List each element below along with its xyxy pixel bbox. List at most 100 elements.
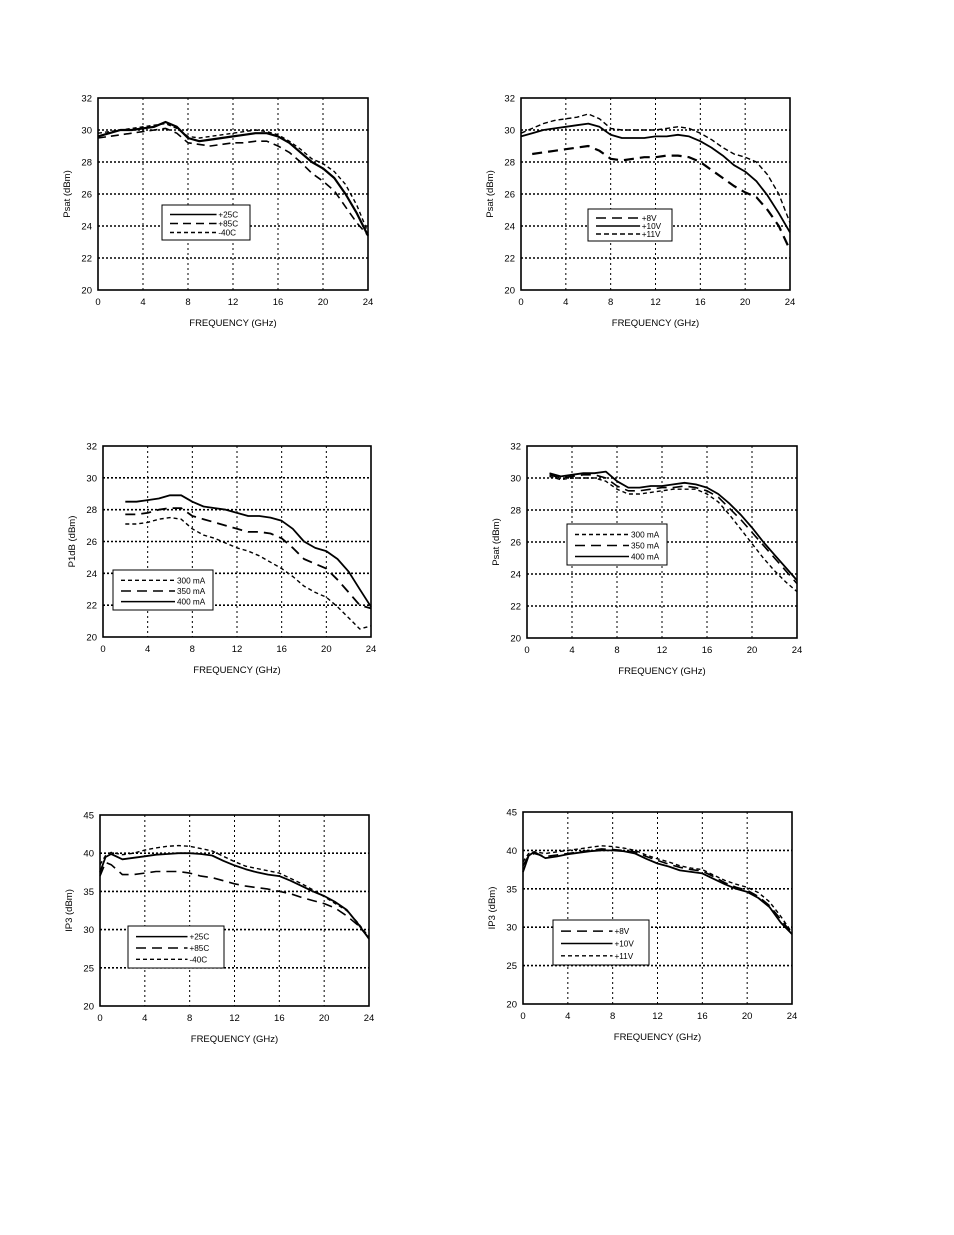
y-tick-label: 32: [81, 94, 92, 105]
series-line-11v: [522, 845, 793, 933]
y-tick-label: 20: [86, 633, 97, 644]
x-tick-label: 8: [187, 1013, 192, 1024]
x-tick-label: 16: [697, 1011, 708, 1022]
x-tick-label: 24: [364, 1013, 375, 1024]
x-tick-label: 12: [228, 297, 239, 308]
series-line-40c: [99, 844, 370, 938]
x-tick-label: 20: [742, 1011, 753, 1022]
x-tick-label: 12: [229, 1013, 240, 1024]
x-tick-label: 20: [318, 297, 329, 308]
x-tick-label: 8: [614, 645, 619, 656]
legend-box: [566, 523, 668, 566]
y-tick-label: 24: [504, 222, 515, 233]
x-tick-label: 16: [276, 644, 287, 655]
y-tick-label: 20: [506, 1000, 517, 1011]
series-line-400ma: [125, 494, 372, 608]
x-tick-label: 16: [274, 1013, 285, 1024]
y-tick-label: 20: [83, 1002, 94, 1013]
y-tick-label: 32: [510, 442, 521, 453]
legend-box: [112, 569, 214, 611]
x-axis-label: FREQUENCY (GHz): [612, 318, 699, 329]
x-tick-label: 4: [569, 645, 574, 656]
legend-box: [127, 925, 225, 969]
y-tick-label: 32: [86, 442, 97, 453]
series-line-350ma: [549, 473, 798, 585]
y-tick-label: 22: [81, 254, 92, 265]
x-tick-label: 4: [145, 644, 150, 655]
legend-label: +8V: [614, 927, 629, 936]
y-tick-label: 28: [510, 506, 521, 517]
legend-label: -40C: [218, 229, 236, 238]
x-tick-label: 8: [608, 297, 613, 308]
x-axis-label: FREQUENCY (GHz): [618, 666, 705, 677]
series-line-10v: [520, 122, 791, 233]
y-axis-label: Psat (dBm): [491, 518, 502, 566]
y-tick-label: 24: [86, 569, 97, 580]
x-tick-label: 24: [363, 297, 374, 308]
x-tick-label: 4: [565, 1011, 570, 1022]
plot-frame: [99, 814, 370, 1007]
x-tick-label: 8: [610, 1011, 615, 1022]
x-axis-label: FREQUENCY (GHz): [189, 318, 276, 329]
y-tick-label: 24: [510, 570, 521, 581]
y-tick-label: 35: [506, 884, 517, 895]
x-axis-label: FREQUENCY (GHz): [614, 1032, 701, 1043]
legend-label: 350 mA: [631, 542, 660, 551]
y-tick-label: 22: [510, 602, 521, 613]
series-line-40c: [97, 122, 369, 233]
legend-box: [587, 208, 673, 242]
y-tick-label: 30: [504, 126, 515, 137]
plot-frame: [102, 445, 372, 638]
series-line-85c: [99, 861, 370, 939]
legend-label: 400 mA: [631, 553, 660, 562]
y-tick-label: 26: [81, 190, 92, 201]
x-tick-label: 16: [273, 297, 284, 308]
series-line-350ma: [125, 507, 372, 610]
x-tick-label: 0: [97, 1013, 102, 1024]
x-axis-label: FREQUENCY (GHz): [191, 1034, 278, 1045]
y-tick-label: 30: [83, 925, 94, 936]
x-tick-label: 20: [321, 644, 332, 655]
legend-label: +25C: [218, 211, 238, 220]
y-tick-label: 40: [506, 846, 517, 857]
series-line-8v: [522, 848, 793, 934]
y-axis-label: IP3 (dBm): [487, 887, 498, 930]
y-tick-label: 26: [504, 190, 515, 201]
y-tick-label: 35: [83, 887, 94, 898]
series-line-25c: [97, 120, 369, 237]
y-tick-label: 20: [510, 634, 521, 645]
x-tick-label: 12: [232, 644, 243, 655]
y-tick-label: 20: [504, 286, 515, 297]
y-tick-label: 30: [86, 473, 97, 484]
series-line-300ma: [549, 475, 798, 593]
y-tick-label: 25: [506, 961, 517, 972]
x-tick-label: 12: [657, 645, 668, 656]
legend-label: +11V: [614, 952, 633, 961]
y-axis-label: Psat (dBm): [62, 170, 73, 218]
x-tick-label: 0: [100, 644, 105, 655]
plot-frame: [522, 811, 793, 1005]
x-tick-label: 8: [190, 644, 195, 655]
x-tick-label: 4: [140, 297, 145, 308]
y-tick-label: 20: [81, 286, 92, 297]
x-tick-label: 24: [787, 1011, 798, 1022]
y-tick-label: 30: [506, 923, 517, 934]
legend-label: 350 mA: [177, 587, 206, 596]
y-tick-label: 22: [504, 254, 515, 265]
legend-label: +85C: [189, 944, 209, 953]
series-line-300ma: [125, 516, 372, 630]
legend-label: +11V: [642, 230, 661, 239]
y-tick-label: 22: [86, 601, 97, 612]
series-line-10v: [522, 849, 793, 935]
x-tick-label: 20: [319, 1013, 330, 1024]
x-tick-label: 0: [95, 297, 100, 308]
y-axis-label: Psat (dBm): [485, 170, 496, 218]
x-tick-label: 4: [563, 297, 568, 308]
x-tick-label: 16: [702, 645, 713, 656]
y-tick-label: 24: [81, 222, 92, 233]
legend-label: +10V: [642, 222, 662, 231]
